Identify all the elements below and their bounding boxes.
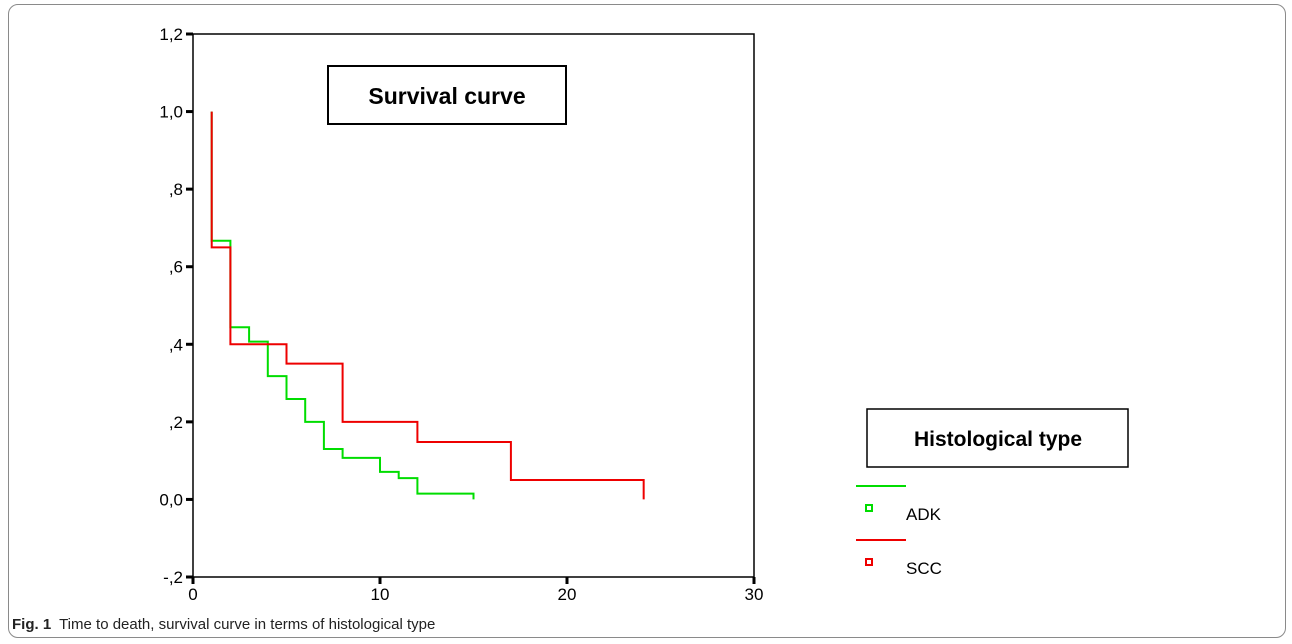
- x-tick-label: 10: [371, 585, 390, 604]
- axes: [192, 33, 755, 578]
- y-tick-label: ,4: [169, 335, 183, 354]
- series-line-adk: [210, 111, 475, 500]
- plot-frame: [192, 33, 755, 578]
- tick-group: -,2 0,0 ,2 ,4 ,6 ,8 1,0 1,2 0 10 20 30: [159, 25, 763, 604]
- y-tick-label: -,2: [163, 568, 183, 587]
- y-tick-label: 1,2: [159, 25, 183, 44]
- series-line-scc: [210, 111, 645, 500]
- title-box: Survival curve: [327, 65, 567, 125]
- figure-label: Fig. 1: [12, 616, 52, 633]
- legend-marker-scc: [865, 558, 873, 566]
- figure-caption: Fig. 1 Time to death, survival curve in …: [12, 616, 435, 633]
- y-tick-label: ,6: [169, 258, 183, 277]
- series-group: [210, 111, 645, 500]
- legend-items: ADK SCC: [856, 485, 942, 578]
- x-tick-label: 0: [188, 585, 197, 604]
- y-tick-label: 1,0: [159, 103, 183, 122]
- x-tick-label: 20: [558, 585, 577, 604]
- legend-marker-adk: [865, 504, 873, 512]
- legend-title: Histological type: [914, 428, 1082, 451]
- y-tick-label: ,2: [169, 413, 183, 432]
- legend-label-scc: SCC: [906, 559, 942, 578]
- x-tick-label: 30: [745, 585, 764, 604]
- y-tick-label: ,8: [169, 180, 183, 199]
- figure-frame: [8, 4, 1286, 638]
- legend-label-adk: ADK: [906, 505, 942, 524]
- chart-title: Survival curve: [368, 83, 525, 109]
- survival-chart: -,2 0,0 ,2 ,4 ,6 ,8 1,0 1,2 0 10 20 30 Survival cur…: [159, 25, 1129, 604]
- y-tick-label: 0,0: [159, 490, 183, 509]
- figure-caption-text: Time to death, survival curve in terms o…: [59, 616, 436, 633]
- legend: Histological type ADK SCC: [856, 408, 1129, 578]
